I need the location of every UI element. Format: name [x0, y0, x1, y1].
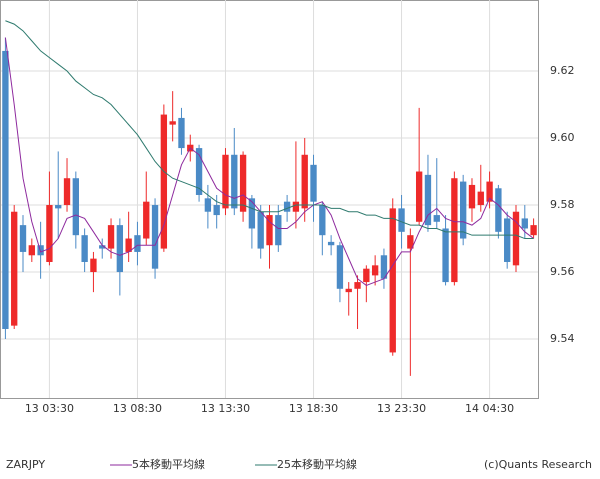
- candle-body: [433, 215, 440, 222]
- candle-body: [407, 235, 414, 249]
- candle-body: [371, 265, 379, 276]
- x-tick-label: 13 18:30: [289, 402, 338, 415]
- candle-body: [72, 178, 79, 236]
- candle-body: [460, 181, 467, 239]
- candle-body: [310, 164, 317, 202]
- legend-label: 5本移動平均線: [132, 457, 205, 471]
- candle-body: [55, 205, 62, 209]
- candle-body: [248, 198, 256, 229]
- candle-body: [213, 205, 220, 216]
- candle-body: [19, 225, 27, 252]
- candle-body: [442, 228, 449, 283]
- candle-body: [222, 154, 229, 209]
- moving-average-line: [4, 37, 534, 287]
- x-tick-label: 13 23:30: [377, 402, 426, 415]
- plot-frame: [0, 0, 539, 399]
- y-tick-label: 9.62: [550, 64, 575, 77]
- y-tick-label: 9.56: [550, 265, 575, 278]
- y-tick-label: 9.54: [550, 332, 575, 345]
- candle-body: [11, 211, 18, 326]
- y-tick-label: 9.58: [550, 198, 575, 211]
- candle-body: [424, 174, 432, 226]
- candle-body: [63, 178, 71, 206]
- candle-body: [398, 208, 405, 232]
- candle-body: [512, 211, 520, 266]
- candle-body: [116, 225, 124, 273]
- candle-body: [468, 184, 476, 209]
- candle-body: [151, 205, 159, 269]
- candle-body: [486, 181, 493, 202]
- candle-body: [451, 178, 458, 283]
- candle-body: [28, 245, 35, 256]
- candle-body: [257, 211, 264, 249]
- symbol: ZARJPY: [6, 458, 45, 471]
- candle-body: [292, 201, 300, 212]
- x-tick-label: 13 03:30: [25, 402, 74, 415]
- x-tick-label: 13 08:30: [113, 402, 162, 415]
- candle-body: [169, 121, 176, 125]
- candle-body: [90, 258, 97, 273]
- candle-body: [266, 215, 273, 246]
- candle-body: [46, 205, 53, 262]
- candle-body: [354, 282, 361, 289]
- candle-body: [389, 208, 396, 353]
- candle-body: [204, 198, 212, 212]
- candle-body: [2, 50, 9, 329]
- x-tick-label: 14 04:30: [465, 402, 514, 415]
- candle-body: [107, 225, 115, 249]
- candle-body: [477, 191, 484, 206]
- candle-body: [345, 288, 352, 293]
- candle-body: [363, 268, 370, 283]
- candle-body: [521, 218, 528, 229]
- legend-label: 25本移動平均線: [277, 457, 357, 471]
- candle-body: [134, 235, 141, 252]
- candle-body: [275, 215, 282, 246]
- x-tick-label: 13 13:30: [201, 402, 250, 415]
- candle-body: [283, 201, 291, 212]
- candle-body: [195, 148, 203, 195]
- candle-body: [239, 154, 247, 212]
- candle-body: [81, 235, 88, 262]
- candle-body: [99, 245, 106, 249]
- candle-body: [319, 205, 326, 236]
- candle-body: [336, 245, 344, 289]
- candle-body: [504, 218, 511, 262]
- candle-body: [125, 238, 132, 252]
- copyright: (c)Quants Research: [484, 458, 592, 471]
- y-tick-label: 9.60: [550, 131, 575, 144]
- candle-body: [231, 154, 238, 209]
- candle-body: [530, 225, 537, 236]
- candle-body: [327, 241, 335, 246]
- moving-average-line: [5, 20, 534, 240]
- candle-body: [143, 201, 150, 239]
- candle-body: [178, 117, 185, 149]
- candle-body: [301, 154, 308, 209]
- candle-body: [415, 171, 423, 222]
- candle-body: [160, 114, 168, 249]
- candle-body: [495, 188, 502, 232]
- candle-body: [380, 255, 388, 279]
